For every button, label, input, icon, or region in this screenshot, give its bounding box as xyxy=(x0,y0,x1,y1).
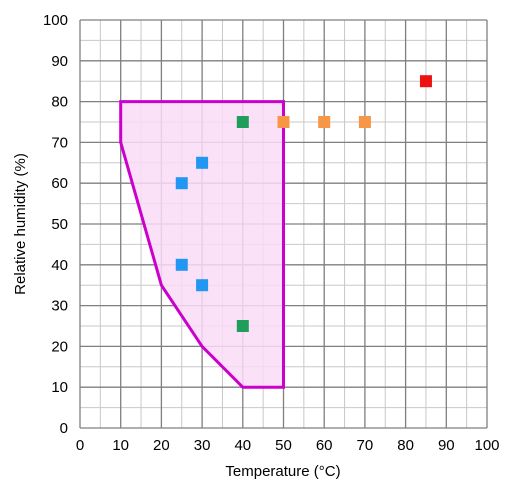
data-point xyxy=(196,279,209,292)
operating-region xyxy=(119,100,285,389)
y-tick-label: 50 xyxy=(51,216,68,233)
x-tick-label: 20 xyxy=(153,437,170,454)
x-tick-label: 40 xyxy=(234,437,251,454)
y-tick-label: 90 xyxy=(51,53,68,70)
x-tick-label: 30 xyxy=(194,437,211,454)
x-tick-label: 10 xyxy=(112,437,129,454)
y-tick-label: 40 xyxy=(51,257,68,274)
data-point xyxy=(358,116,371,128)
data-point xyxy=(419,75,432,88)
data-point xyxy=(196,156,209,169)
y-axis-tick-labels: 0 10 20 30 40 50 60 70 80 90 100 xyxy=(43,12,68,437)
x-tick-label: 80 xyxy=(397,437,414,454)
data-point xyxy=(236,116,249,128)
data-point xyxy=(175,177,188,190)
data-point xyxy=(318,116,331,128)
data-points xyxy=(175,75,432,332)
x-tick-label: 70 xyxy=(357,437,374,454)
x-axis-title: Temperature (°C) xyxy=(225,463,340,480)
y-tick-label: 10 xyxy=(51,379,68,396)
x-tick-label: 0 xyxy=(76,437,84,454)
x-tick-label: 100 xyxy=(474,437,499,454)
y-tick-label: 70 xyxy=(51,134,68,151)
x-axis-tick-labels: 0 10 20 30 40 50 60 70 80 90 100 xyxy=(76,437,500,454)
y-tick-label: 0 xyxy=(60,420,68,437)
y-tick-label: 60 xyxy=(51,175,68,192)
y-tick-label: 100 xyxy=(43,12,68,29)
x-tick-label: 90 xyxy=(438,437,455,454)
y-tick-label: 30 xyxy=(51,298,68,315)
y-tick-label: 20 xyxy=(51,338,68,355)
x-tick-label: 50 xyxy=(275,437,292,454)
y-axis-title: Relative humidity (%) xyxy=(12,153,29,295)
data-point xyxy=(277,116,290,128)
y-tick-label: 80 xyxy=(51,94,68,111)
data-point xyxy=(175,258,188,271)
x-tick-label: 60 xyxy=(316,437,333,454)
data-point xyxy=(236,320,249,332)
